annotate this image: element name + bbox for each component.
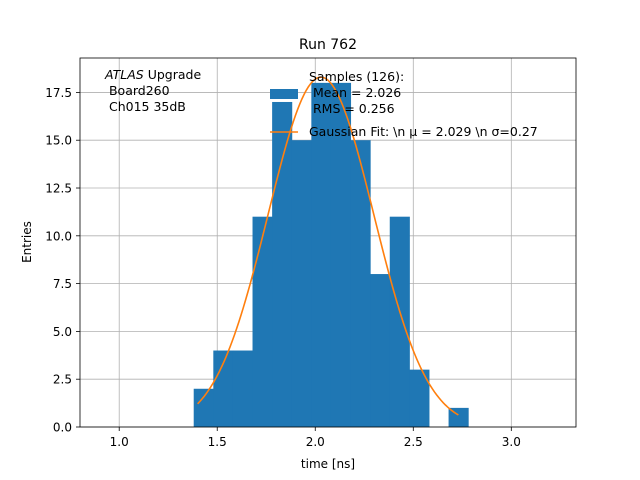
y-tick-label: 15.0: [45, 134, 72, 148]
annotation-line-3: Ch015 35dB: [105, 99, 186, 114]
atlas-label: ATLAS: [104, 67, 144, 82]
histogram-bar: [291, 140, 312, 427]
x-tick-label: 2.5: [404, 435, 423, 449]
histogram-bars: [193, 82, 469, 427]
x-tick-label: 1.5: [208, 435, 227, 449]
y-tick-label: 17.5: [45, 86, 72, 100]
y-tick-label: 7.5: [53, 277, 72, 291]
histogram-bar: [330, 82, 352, 427]
x-tick-label: 2.0: [306, 435, 325, 449]
legend-histogram-line-2: Mean = 2.026: [309, 85, 401, 100]
gaussian-fit: [197, 76, 459, 416]
histogram-bar: [370, 274, 391, 427]
x-tick-label: 1.0: [110, 435, 129, 449]
y-tick-label: 2.5: [53, 373, 72, 387]
histogram-bar: [350, 140, 371, 427]
y-tick-label: 0.0: [53, 421, 72, 435]
chart-title: Run 762: [299, 37, 357, 53]
legend-histogram-line-3: RMS = 0.256: [309, 101, 395, 116]
histogram-bar: [272, 101, 293, 427]
histogram-bar: [193, 388, 214, 427]
plot-frame: [79, 57, 577, 428]
legend-histogram-swatch: [270, 89, 298, 99]
annotation-line-1: ATLAS Upgrade: [104, 67, 201, 82]
y-tick-label: 10.0: [45, 229, 72, 243]
legend-fit-label: Gaussian Fit: \n μ = 2.029 \n σ=0.27: [309, 124, 538, 139]
x-axis-ticks: 1.0 1.5 2.0 2.5 3.0: [110, 427, 521, 449]
y-tick-label: 12.5: [45, 182, 72, 196]
histogram-bar: [409, 369, 430, 427]
histogram-bar: [232, 350, 254, 427]
fit-curve: [197, 76, 459, 416]
y-axis-ticks: 0.0 2.5 5.0 7.5 10.0 12.5 15.0 17.5: [45, 86, 80, 435]
y-tick-label: 5.0: [53, 325, 72, 339]
histogram-bar: [389, 216, 410, 427]
legend-histogram-line-1: Samples (126):: [309, 69, 404, 84]
legend: Samples (126): Mean = 2.026 RMS = 0.256 …: [270, 69, 538, 139]
y-axis-label: Entries: [20, 221, 34, 263]
annotation-line-2: Board260: [105, 83, 170, 98]
histogram-bar: [311, 82, 332, 427]
upgrade-label: Upgrade: [144, 67, 202, 82]
atlas-annotation: ATLAS Upgrade Board260 Ch015 35dB: [104, 67, 201, 114]
histogram-bar: [213, 350, 234, 427]
x-tick-label: 3.0: [502, 435, 521, 449]
x-axis-label: time [ns]: [301, 457, 355, 471]
histogram-bar: [252, 216, 273, 427]
